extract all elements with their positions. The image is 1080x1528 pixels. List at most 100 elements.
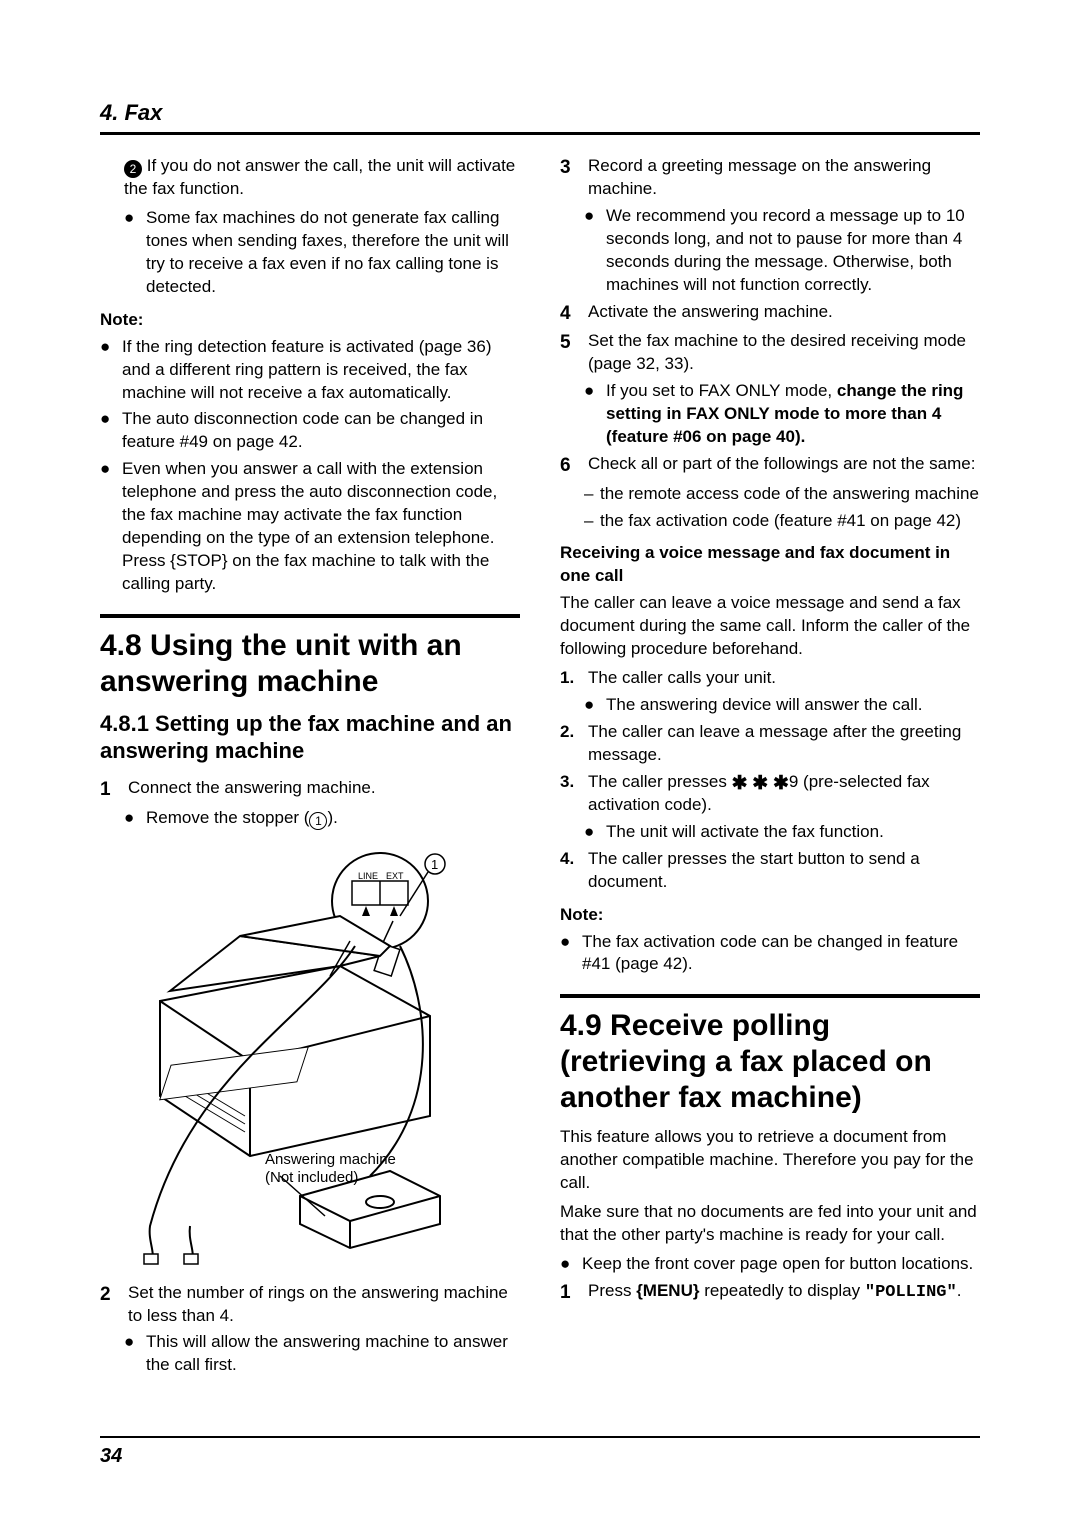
bullet-icon: ●	[124, 1331, 138, 1377]
section-divider	[560, 994, 980, 998]
lead-bullet-text: Some fax machines do not generate fax ca…	[146, 207, 520, 299]
step-number: 4	[560, 301, 580, 327]
note-bullet-text: The fax activation code can be changed i…	[582, 931, 980, 977]
recv-step-2: 2. The caller can leave a message after …	[560, 721, 980, 767]
section-49-p2: Make sure that no documents are fed into…	[560, 1201, 980, 1247]
two-column-layout: 2 If you do not answer the call, the uni…	[100, 155, 980, 1381]
circled-2-icon: 2	[124, 160, 142, 178]
recv-step-1-bullet-text: The answering device will answer the cal…	[606, 694, 923, 717]
page-number: 34	[100, 1445, 122, 1468]
bullet-icon: ●	[584, 380, 598, 449]
fax-diagram-svg: LINE EXT 1	[130, 846, 490, 1266]
recv-step-3-bullet-text: The unit will activate the fax function.	[606, 821, 884, 844]
note-label: Note:	[560, 904, 980, 927]
bullet-icon: ●	[100, 458, 114, 596]
note-bullet: ● The auto disconnection code can be cha…	[100, 408, 520, 454]
lead-bullet: ● Some fax machines do not generate fax …	[124, 207, 520, 299]
step-number: 1	[560, 1280, 580, 1306]
chapter-title: 4. Fax	[100, 100, 980, 126]
recv-step-2-text: The caller can leave a message after the…	[588, 721, 980, 767]
step-6: 6 Check all or part of the followings ar…	[560, 453, 980, 479]
note-bullet: ● Even when you answer a call with the e…	[100, 458, 520, 596]
note-bullet: ● The fax activation code can be changed…	[560, 931, 980, 977]
menu-key: {MENU}	[636, 1281, 699, 1300]
substep-number: 3.	[560, 771, 580, 817]
step-1-bullet: ● Remove the stopper (1).	[124, 807, 520, 830]
bullet-icon: ●	[100, 408, 114, 454]
step-number: 2	[100, 1282, 120, 1328]
bullet-icon: ●	[584, 821, 598, 844]
asterisk-key-icon: ✱	[732, 774, 748, 793]
step-3: 3 Record a greeting message on the answe…	[560, 155, 980, 201]
dash-icon: –	[584, 510, 600, 533]
recv-step-3-text: The caller presses ✱ ✱ ✱9 (pre-selected …	[588, 771, 980, 817]
step-6-dash-text: the remote access code of the answering …	[600, 483, 979, 506]
lead-paragraph: 2 If you do not answer the call, the uni…	[124, 155, 520, 201]
bullet-icon: ●	[560, 931, 574, 977]
receiving-intro: The caller can leave a voice message and…	[560, 592, 980, 661]
section-49-p1: This feature allows you to retrieve a do…	[560, 1126, 980, 1195]
ext-port-label: EXT	[386, 871, 404, 881]
lead-text: If you do not answer the call, the unit …	[124, 156, 515, 198]
recv-step-1-bullet: ● The answering device will answer the c…	[584, 694, 980, 717]
step-6-text: Check all or part of the followings are …	[588, 453, 975, 479]
section-divider	[100, 614, 520, 618]
step-5: 5 Set the fax machine to the desired rec…	[560, 330, 980, 376]
recv-step-1-text: The caller calls your unit.	[588, 667, 776, 690]
step-6-dash-text: the fax activation code (feature #41 on …	[600, 510, 961, 533]
asterisk-key-icon: ✱	[773, 774, 789, 793]
line-port-label: LINE	[358, 871, 378, 881]
recv-step-4: 4. The caller presses the start button t…	[560, 848, 980, 894]
step-5-text: Set the fax machine to the desired recei…	[588, 330, 980, 376]
section-49-bullet-text: Keep the front cover page open for butto…	[582, 1253, 973, 1276]
note-bullet: ● If the ring detection feature is activ…	[100, 336, 520, 405]
step-4: 4 Activate the answering machine.	[560, 301, 980, 327]
answering-machine-figure: LINE EXT 1	[130, 846, 490, 1266]
asterisk-key-icon: ✱	[752, 774, 768, 793]
recv-step-4-text: The caller presses the start button to s…	[588, 848, 980, 894]
step-3-bullet-text: We recommend you record a message up to …	[606, 205, 980, 297]
step-5-bullet-text: If you set to FAX ONLY mode, change the …	[606, 380, 980, 449]
left-column: 2 If you do not answer the call, the uni…	[100, 155, 520, 1381]
substep-number: 2.	[560, 721, 580, 767]
note-label: Note:	[100, 309, 520, 332]
step-6-dash: – the fax activation code (feature #41 o…	[584, 510, 980, 533]
recv-step-3: 3. The caller presses ✱ ✱ ✱9 (pre-select…	[560, 771, 980, 817]
recv-step-1: 1. The caller calls your unit.	[560, 667, 980, 690]
note-bullet-text: The auto disconnection code can be chang…	[122, 408, 520, 454]
step-5-bullet: ● If you set to FAX ONLY mode, change th…	[584, 380, 980, 449]
step-1-text: Connect the answering machine.	[128, 777, 376, 803]
step-1-bullet-text: Remove the stopper (1).	[146, 807, 338, 830]
step-2: 2 Set the number of rings on the answeri…	[100, 1282, 520, 1328]
bullet-icon: ●	[100, 336, 114, 405]
substep-number: 4.	[560, 848, 580, 894]
step-49-1-text: Press {MENU} repeatedly to display "POLL…	[588, 1280, 961, 1306]
recv-step-3-bullet: ● The unit will activate the fax functio…	[584, 821, 980, 844]
section-481-heading: 4.8.1 Setting up the fax machine and an …	[100, 710, 520, 765]
step-2-bullet-text: This will allow the answering machine to…	[146, 1331, 520, 1377]
step-6-dash: – the remote access code of the answerin…	[584, 483, 980, 506]
note-bullet-text: Even when you answer a call with the ext…	[122, 458, 520, 596]
dash-icon: –	[584, 483, 600, 506]
step-number: 1	[100, 777, 120, 803]
bullet-icon: ●	[124, 207, 138, 299]
step-number: 3	[560, 155, 580, 201]
bullet-icon: ●	[560, 1253, 574, 1276]
step-3-text: Record a greeting message on the answeri…	[588, 155, 980, 201]
receiving-subheading: Receiving a voice message and fax docume…	[560, 542, 980, 588]
step-2-text: Set the number of rings on the answering…	[128, 1282, 520, 1328]
step-3-bullet: ● We recommend you record a message up t…	[584, 205, 980, 297]
bullet-icon: ●	[584, 205, 598, 297]
right-column: 3 Record a greeting message on the answe…	[560, 155, 980, 1381]
step-49-1: 1 Press {MENU} repeatedly to display "PO…	[560, 1280, 980, 1306]
bullet-icon: ●	[584, 694, 598, 717]
substep-number: 1.	[560, 667, 580, 690]
note-bullet-text: If the ring detection feature is activat…	[122, 336, 520, 405]
header-rule	[100, 132, 980, 135]
step-2-bullet: ● This will allow the answering machine …	[124, 1331, 520, 1377]
section-48-heading: 4.8 Using the unit with an answering mac…	[100, 628, 520, 700]
step-number: 6	[560, 453, 580, 479]
bullet-icon: ●	[124, 807, 138, 830]
circled-1-icon: 1	[309, 812, 327, 830]
step-4-text: Activate the answering machine.	[588, 301, 833, 327]
